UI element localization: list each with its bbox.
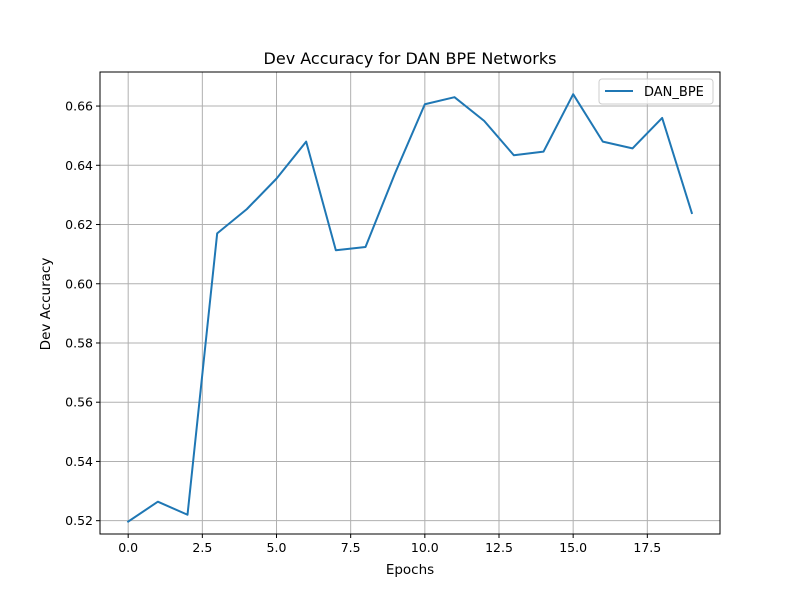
y-tick-label: 0.52	[65, 513, 93, 528]
x-tick-label: 10.0	[411, 540, 439, 555]
x-tick-label: 0.0	[118, 540, 138, 555]
chart-title: Dev Accuracy for DAN BPE Networks	[264, 49, 557, 68]
x-tick-label: 17.5	[633, 540, 661, 555]
x-axis-label: Epochs	[386, 562, 434, 578]
y-tick-label: 0.64	[65, 158, 93, 173]
axis-ticks: 0.0 2.5 5.0 7.5 10.0 12.5 15.0 17.5 0.52 0.54 0.56…	[65, 99, 661, 555]
grid	[100, 72, 720, 534]
data-series	[126, 93, 694, 523]
x-tick-label: 15.0	[559, 540, 587, 555]
y-axis-label: Dev Accuracy	[38, 258, 54, 351]
x-tick-label: 12.5	[485, 540, 513, 555]
y-tick-label: 0.58	[65, 335, 93, 350]
x-tick-label: 5.0	[267, 540, 287, 555]
legend-box	[598, 78, 714, 105]
legend-label: DAN_BPE	[644, 85, 704, 100]
y-tick-label: 0.66	[65, 99, 93, 114]
series-line-dan-bpe	[126, 93, 694, 523]
legend: DAN_BPE	[598, 78, 714, 105]
y-tick-label: 0.62	[65, 217, 93, 232]
y-tick-label: 0.56	[65, 395, 93, 410]
x-tick-label: 2.5	[192, 540, 212, 555]
x-tick-label: 7.5	[341, 540, 361, 555]
plot-frame	[99, 71, 721, 535]
y-tick-label: 0.60	[65, 276, 93, 291]
y-tick-label: 0.54	[65, 454, 93, 469]
